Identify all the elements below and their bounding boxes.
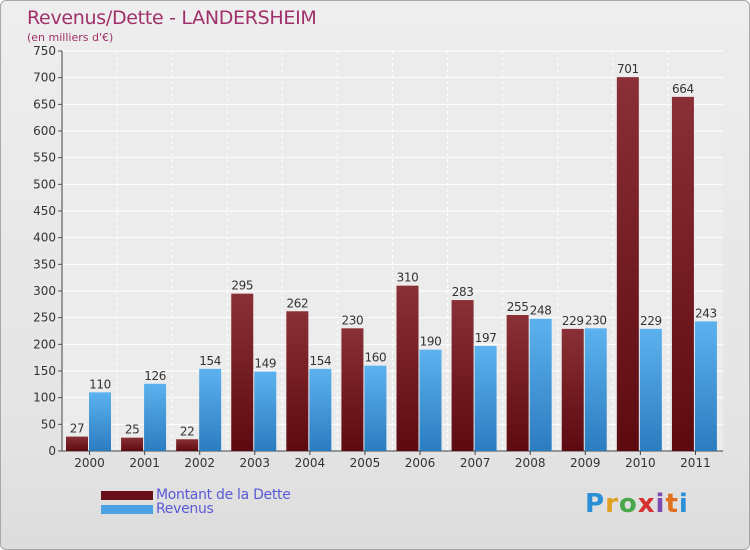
bar-dette-2000 bbox=[66, 436, 88, 451]
x-tick-label-2005: 2005 bbox=[350, 456, 381, 470]
data-label-revenus-2010: 229 bbox=[640, 314, 662, 328]
data-label-dette-2005: 230 bbox=[342, 313, 364, 327]
data-label-dette-2008: 255 bbox=[507, 300, 529, 314]
data-label-revenus-2005: 160 bbox=[365, 351, 387, 365]
bar-dette-2005 bbox=[341, 328, 364, 451]
y-tick-label-700: 700 bbox=[33, 71, 56, 85]
y-tick-label-350: 350 bbox=[33, 257, 56, 271]
y-tick-label-750: 750 bbox=[33, 44, 56, 58]
bar-revenus-2008 bbox=[529, 318, 552, 451]
data-label-dette-2011: 664 bbox=[672, 82, 694, 96]
bar-revenus-2005 bbox=[364, 365, 387, 451]
data-label-revenus-2008: 248 bbox=[530, 304, 552, 318]
bar-dette-2007 bbox=[451, 300, 474, 451]
bar-revenus-2010 bbox=[639, 328, 662, 451]
x-tick-label-2004: 2004 bbox=[295, 456, 326, 470]
bar-dette-2001 bbox=[121, 437, 144, 451]
y-tick-label-500: 500 bbox=[33, 177, 56, 191]
data-label-revenus-2009: 230 bbox=[585, 313, 607, 327]
bar-dette-2008 bbox=[506, 315, 529, 451]
bar-dette-2006 bbox=[396, 285, 419, 451]
legend-label-revenus: Revenus bbox=[156, 501, 214, 517]
data-label-dette-2007: 283 bbox=[452, 285, 474, 299]
data-label-revenus-2011: 243 bbox=[695, 306, 717, 320]
y-tick-label-100: 100 bbox=[33, 391, 56, 405]
bar-revenus-2011 bbox=[694, 321, 717, 451]
y-tick-label-450: 450 bbox=[33, 204, 56, 218]
data-label-dette-2000: 27 bbox=[70, 422, 84, 436]
legend-item-revenus: Revenus bbox=[101, 501, 214, 517]
x-tick-label-2000: 2000 bbox=[74, 456, 105, 470]
data-label-dette-2010: 701 bbox=[617, 62, 639, 76]
y-tick-label-250: 250 bbox=[33, 311, 56, 325]
proxiti-logo: Proxiti bbox=[585, 489, 689, 519]
y-tick-label-200: 200 bbox=[33, 337, 56, 351]
y-tick-label-0: 0 bbox=[48, 444, 56, 458]
bar-dette-2002 bbox=[176, 439, 199, 451]
y-tick-label-650: 650 bbox=[33, 97, 56, 111]
data-label-revenus-2000: 110 bbox=[89, 377, 111, 391]
bar-revenus-2004 bbox=[309, 368, 332, 451]
data-label-revenus-2003: 149 bbox=[254, 357, 276, 371]
data-label-dette-2003: 295 bbox=[231, 279, 253, 293]
bar-dette-2011 bbox=[671, 96, 694, 451]
legend-swatch-dette bbox=[101, 490, 153, 500]
bar-revenus-2003 bbox=[254, 371, 277, 451]
bar-dette-2004 bbox=[286, 311, 309, 451]
data-label-revenus-2001: 126 bbox=[144, 369, 166, 383]
data-label-dette-2001: 25 bbox=[125, 423, 139, 437]
bar-dette-2010 bbox=[616, 77, 639, 451]
bar-revenus-2006 bbox=[419, 349, 442, 451]
y-tick-label-600: 600 bbox=[33, 124, 56, 138]
legend-item-dette: Montant de la Dette bbox=[101, 487, 291, 503]
bar-revenus-2007 bbox=[474, 345, 497, 451]
data-label-dette-2006: 310 bbox=[397, 271, 419, 285]
x-tick-label-2002: 2002 bbox=[184, 456, 215, 470]
data-label-revenus-2007: 197 bbox=[475, 331, 497, 345]
data-label-dette-2002: 22 bbox=[180, 424, 194, 438]
legend-label-dette: Montant de la Dette bbox=[156, 487, 291, 503]
bar-dette-2009 bbox=[561, 328, 584, 451]
bar-revenus-2009 bbox=[584, 328, 607, 451]
x-tick-label-2011: 2011 bbox=[680, 456, 711, 470]
x-tick-label-2006: 2006 bbox=[405, 456, 436, 470]
chart-title: Revenus/Dette - LANDERSHEIM bbox=[27, 7, 317, 29]
x-tick-label-2010: 2010 bbox=[625, 456, 656, 470]
x-tick-label-2008: 2008 bbox=[515, 456, 546, 470]
legend-swatch-revenus bbox=[101, 504, 153, 514]
y-tick-label-400: 400 bbox=[33, 231, 56, 245]
data-label-dette-2004: 262 bbox=[286, 296, 308, 310]
chart-subtitle: (en milliers d'€) bbox=[27, 31, 114, 44]
bar-revenus-2000 bbox=[89, 392, 111, 451]
data-label-revenus-2006: 190 bbox=[420, 335, 442, 349]
x-tick-label-2001: 2001 bbox=[129, 456, 160, 470]
y-tick-label-300: 300 bbox=[33, 284, 56, 298]
data-label-revenus-2002: 154 bbox=[199, 354, 221, 368]
y-tick-label-50: 50 bbox=[41, 417, 56, 431]
data-label-revenus-2004: 154 bbox=[309, 354, 331, 368]
bar-revenus-2001 bbox=[144, 383, 167, 451]
bar-dette-2003 bbox=[231, 293, 254, 451]
x-tick-label-2007: 2007 bbox=[460, 456, 491, 470]
y-tick-label-150: 150 bbox=[33, 364, 56, 378]
data-label-dette-2009: 229 bbox=[562, 314, 584, 328]
y-tick-label-550: 550 bbox=[33, 151, 56, 165]
x-tick-label-2009: 2009 bbox=[570, 456, 601, 470]
x-tick-label-2003: 2003 bbox=[240, 456, 271, 470]
bar-revenus-2002 bbox=[199, 368, 222, 451]
